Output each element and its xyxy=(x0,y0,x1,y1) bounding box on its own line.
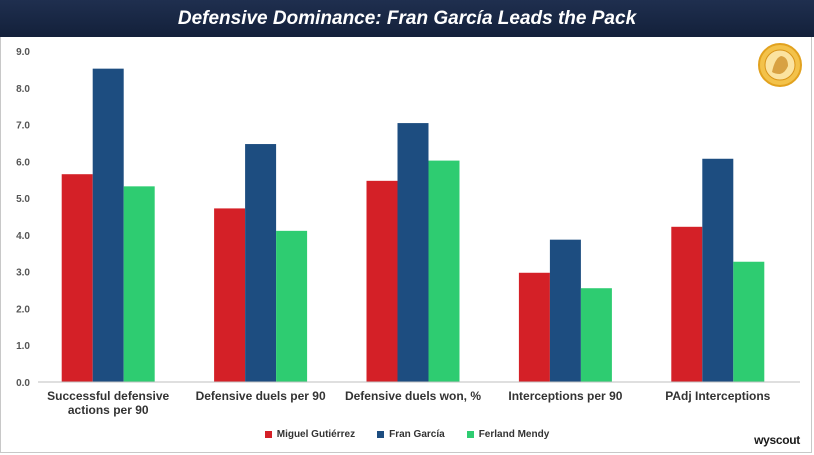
category-label: Interceptions per 90 xyxy=(508,389,622,403)
bar-ferland-mendy xyxy=(580,288,612,382)
y-tick-label: 6.0 xyxy=(16,157,30,168)
club-crest-icon xyxy=(757,42,803,88)
category-label: Defensive duels won, % xyxy=(345,389,481,403)
y-axis: 0.0 1.0 2.0 3.0 4.0 5.0 6.0 7.0 8.0 9.0 xyxy=(16,47,30,389)
bar-miguel-guti-rrez xyxy=(61,174,93,382)
y-tick-label: 2.0 xyxy=(16,304,30,315)
bar-fran-garc-a xyxy=(92,68,124,383)
legend-swatch xyxy=(466,431,474,438)
category-label: actions per 90 xyxy=(68,403,149,417)
bar-miguel-guti-rrez xyxy=(518,272,550,382)
bars xyxy=(61,68,765,383)
y-tick-label: 3.0 xyxy=(16,268,30,279)
legend-item: Fran García xyxy=(377,429,445,440)
legend-label: Miguel Gutiérrez xyxy=(276,429,356,440)
y-tick-label: 5.0 xyxy=(16,194,30,205)
source-label: wyscout xyxy=(754,433,800,447)
title-bar: Defensive Dominance: Fran García Leads t… xyxy=(0,0,814,37)
bar-ferland-mendy xyxy=(123,186,155,382)
bar-fran-garc-a xyxy=(245,144,277,382)
y-tick-label: 1.0 xyxy=(16,341,30,352)
bar-miguel-guti-rrez xyxy=(214,208,246,382)
y-tick-label: 0.0 xyxy=(16,378,30,389)
legend: Miguel Gutiérrez Fran García Ferland Mendy xyxy=(0,429,814,440)
bar-ferland-mendy xyxy=(428,160,460,382)
legend-swatch xyxy=(264,431,272,438)
bar-fran-garc-a xyxy=(702,158,734,382)
category-label: Successful defensive xyxy=(47,389,169,403)
bar-miguel-guti-rrez xyxy=(366,180,398,382)
legend-swatch xyxy=(377,431,385,438)
y-tick-label: 4.0 xyxy=(16,231,30,242)
category-label: Defensive duels per 90 xyxy=(196,389,326,403)
chart-title: Defensive Dominance: Fran García Leads t… xyxy=(177,7,637,29)
legend-item: Ferland Mendy xyxy=(466,429,550,440)
legend-label: Ferland Mendy xyxy=(478,429,550,440)
y-tick-label: 7.0 xyxy=(16,121,30,132)
legend-label: Fran García xyxy=(389,429,445,440)
category-label: PAdj Interceptions xyxy=(665,389,770,403)
bar-fran-garc-a xyxy=(549,239,581,382)
bar-fran-garc-a xyxy=(397,123,429,382)
bar-ferland-mendy xyxy=(276,230,308,382)
y-tick-label: 9.0 xyxy=(16,47,30,58)
bar-miguel-guti-rrez xyxy=(671,226,703,382)
legend-item: Miguel Gutiérrez xyxy=(264,429,356,440)
bar-ferland-mendy xyxy=(733,261,765,382)
y-tick-label: 8.0 xyxy=(16,84,30,95)
